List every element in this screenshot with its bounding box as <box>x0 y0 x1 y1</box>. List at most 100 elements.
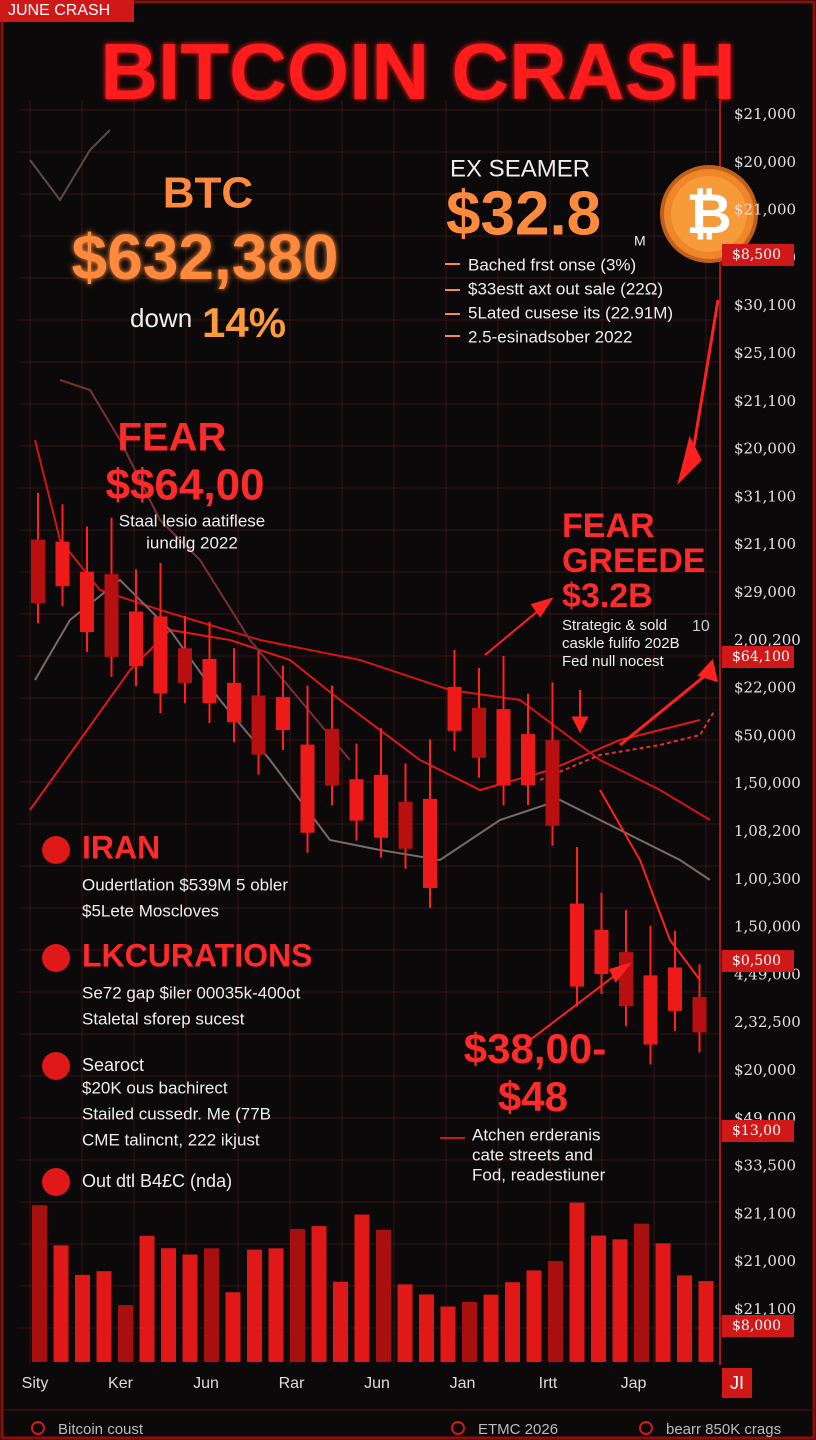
volume-bar <box>247 1249 262 1362</box>
volume-bar <box>483 1294 499 1362</box>
fear-note: iundilg 2022 <box>146 533 238 552</box>
candle <box>668 967 682 1011</box>
volume-bar <box>462 1301 477 1362</box>
candle <box>276 697 290 731</box>
fear-note: Staal lesio aatiflese <box>119 511 265 530</box>
axis-label: $29,000 <box>734 583 796 601</box>
candle <box>594 929 609 974</box>
volume-bar <box>311 1226 327 1362</box>
axis-label: 2,32,500 <box>734 1013 801 1031</box>
candle <box>643 975 658 1045</box>
volume-bar <box>440 1306 456 1362</box>
callout-line: Fod, readestiuner <box>472 1165 606 1184</box>
volume-bar <box>698 1281 714 1362</box>
corner-box <box>722 1368 752 1398</box>
volume-bar <box>290 1229 305 1362</box>
candle <box>692 997 707 1033</box>
candle <box>300 744 315 833</box>
event-line: Staletal sforep sucest <box>82 1009 245 1028</box>
x-label: Sity <box>22 1375 49 1392</box>
x-label: Irtt <box>539 1375 558 1392</box>
volume-bar <box>139 1235 155 1362</box>
coin: ₿ <box>660 165 758 263</box>
fear-right-note: Fed null nocest <box>562 653 665 670</box>
event-title: IRAN <box>82 829 160 865</box>
axis-label: $50,000 <box>734 726 796 744</box>
axis-label: $21,100 <box>734 535 796 553</box>
btc-change: 14% <box>202 299 286 346</box>
event-icon <box>42 1168 70 1196</box>
candle <box>423 798 437 888</box>
footer-icon <box>31 1421 45 1435</box>
volume-bar <box>397 1284 413 1362</box>
candle <box>349 779 364 821</box>
exchange-suffix: M <box>634 233 646 249</box>
event-title: Out dtl B4£C (nda) <box>82 1171 232 1191</box>
x-label: Jap <box>621 1375 647 1392</box>
x-label: Jan <box>450 1375 476 1392</box>
fear-value: $$64,00 <box>105 461 264 510</box>
price-tag <box>722 244 794 266</box>
btc-label: BTC <box>163 169 253 218</box>
volume-bar <box>354 1214 370 1362</box>
tag: JUNE CRASH <box>8 2 110 19</box>
volume <box>32 1202 714 1362</box>
footer-text: bearr 850K crags <box>666 1421 781 1438</box>
arrows <box>440 263 720 1139</box>
volume-bar <box>505 1282 520 1362</box>
candle <box>374 774 388 838</box>
title: BITCOIN CRASH <box>100 27 736 116</box>
candle <box>153 616 168 694</box>
volume-bar <box>53 1245 69 1362</box>
exchange-item: $33estt axt out sale (22Ω) <box>468 279 663 298</box>
event-line: Oudertlation $539M 5 obler <box>82 875 288 894</box>
fear-right-side: 10 <box>692 618 710 635</box>
volume-bar <box>591 1235 606 1362</box>
fear-right-label2: GREEDE <box>562 542 706 580</box>
candle <box>398 801 413 849</box>
volume-bar <box>32 1205 47 1362</box>
volume-bar <box>419 1294 434 1362</box>
event-line: Stailed cussedr. Me (77B <box>82 1104 271 1123</box>
fear-right-label: FEAR <box>562 507 655 545</box>
candle <box>251 695 266 755</box>
candle <box>521 734 535 786</box>
candle <box>202 658 217 704</box>
trend-lines <box>29 129 716 981</box>
exchange-item: 2.5-esinadsober 2022 <box>468 327 632 346</box>
volume-bar <box>225 1292 241 1362</box>
candle <box>545 740 560 826</box>
callout-value: $38,00- <box>464 1025 606 1072</box>
event-line: Se72 gap $iler 00035k-400ot <box>82 983 301 1002</box>
axis-label: $21,100 <box>734 1204 796 1222</box>
price-tag-label: $13,00 <box>732 1123 781 1139</box>
volume-bar <box>569 1202 585 1362</box>
price-tag-label: $8,500 <box>732 247 781 263</box>
callout-line: cate streets and <box>472 1145 593 1164</box>
candles <box>31 492 707 1065</box>
candle <box>619 952 633 1007</box>
event-line: $5Lete Moscloves <box>82 901 219 920</box>
candle <box>472 707 486 758</box>
volume-bar <box>612 1239 628 1362</box>
event-line: CME talincnt, 222 ikjust <box>82 1130 260 1149</box>
volume-bar <box>204 1248 219 1362</box>
x-label: Jun <box>193 1375 219 1392</box>
volume-bar <box>268 1248 284 1362</box>
btc-change-prefix: down <box>130 303 192 333</box>
price-tag <box>722 950 794 972</box>
axis-label: $31,100 <box>734 487 796 505</box>
axis-label: 2,00,200 <box>734 631 801 649</box>
tag-box <box>0 0 134 22</box>
candle <box>570 903 584 987</box>
x-label: Ker <box>108 1375 134 1392</box>
candle <box>325 728 339 786</box>
axis-label: $22,000 <box>734 679 796 697</box>
price-tag-label: $8,000 <box>732 1318 781 1334</box>
exchange-item: 5Lated cusese its (22.91M) <box>468 303 673 322</box>
candle <box>129 611 143 667</box>
volume-bar <box>118 1305 133 1362</box>
